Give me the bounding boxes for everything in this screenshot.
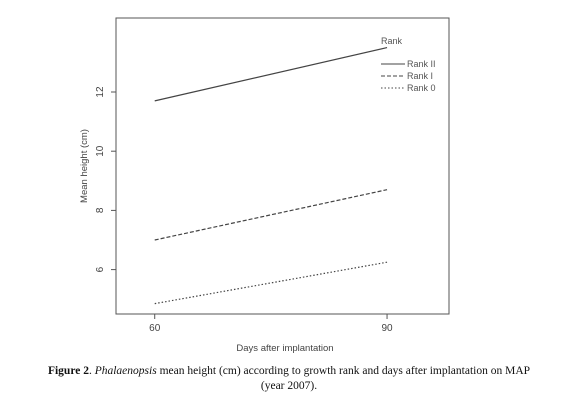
x-axis: 60 90: [149, 314, 393, 334]
legend-entry: Rank II: [407, 59, 436, 69]
series-line-rank-ii: [154, 47, 388, 102]
line-chart: 6 8 10 12 60 90 Rank Rank II Rank I Rank 0 Day…: [79, 17, 450, 354]
caption-text: mean height (cm) according to growth ran…: [156, 365, 506, 377]
caption-label: Figure 2: [47, 365, 89, 377]
y-tick-label: 12: [95, 86, 106, 98]
legend-title: Rank: [381, 36, 403, 46]
caption-abbrev: MAP: [505, 365, 531, 377]
x-axis-title: Days after implantation: [236, 343, 333, 354]
series-layer: [154, 47, 388, 305]
x-tick-label: 90: [381, 323, 393, 334]
caption-label-separator: .: [88, 365, 95, 377]
y-tick-label: 10: [95, 145, 106, 157]
caption-genus: Phalaenopsis: [94, 365, 157, 377]
plot-frame: [115, 17, 450, 315]
series-line-rank-0: [154, 261, 388, 305]
x-tick-label: 60: [149, 323, 161, 334]
y-tick-label: 8: [95, 207, 106, 213]
figure-caption: Figure 2. Phalaenopsis mean height (cm) …: [4, 364, 574, 394]
caption-year: (year 2007).: [260, 380, 318, 392]
series-line-rank-i: [154, 189, 388, 241]
legend: Rank Rank II Rank I Rank 0: [381, 36, 436, 93]
y-tick-label: 6: [95, 266, 106, 272]
legend-entry: Rank I: [407, 71, 433, 81]
legend-entry: Rank 0: [407, 83, 436, 93]
y-axis-title: Mean height (cm): [79, 129, 90, 203]
y-axis: 6 8 10 12: [95, 86, 116, 272]
